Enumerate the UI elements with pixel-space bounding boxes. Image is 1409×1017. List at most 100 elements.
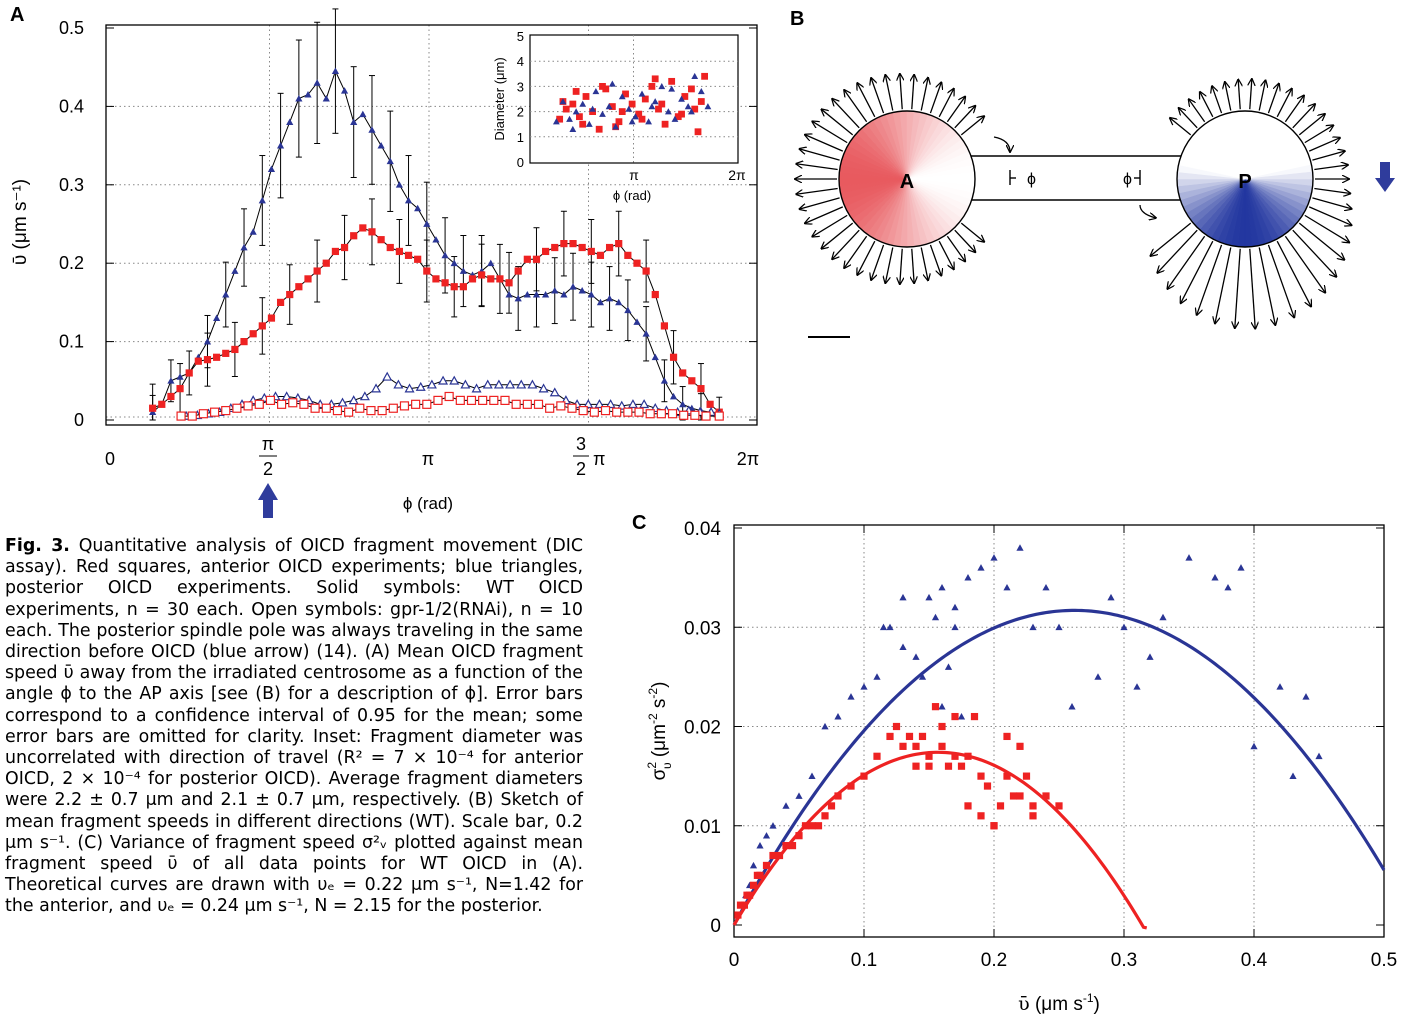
anterior-speed-arrow [796, 187, 838, 195]
posterior-centrosome-circle [1176, 110, 1314, 248]
inset-data-point [566, 115, 573, 122]
data-point [834, 712, 842, 720]
inset-data-point [688, 108, 695, 115]
data-point [912, 762, 920, 770]
data-point [1094, 673, 1102, 680]
anterior-speed-arrow [960, 116, 984, 136]
inset-data-point [641, 95, 649, 103]
data-point [918, 732, 927, 741]
data-point [1211, 574, 1219, 581]
data-point [386, 157, 394, 165]
data-point [615, 240, 623, 248]
data-point [951, 603, 959, 611]
data-point [1133, 683, 1141, 690]
data-point [642, 267, 650, 275]
data-point [500, 395, 510, 405]
posterior-speed-arrow [1312, 151, 1345, 161]
data-point [1003, 732, 1011, 741]
inset-data-point [664, 108, 672, 115]
data-point [814, 822, 823, 830]
posterior-speed-arrow [1200, 92, 1214, 118]
anterior-speed-arrow [900, 248, 902, 284]
data-point [769, 851, 777, 860]
panel-label-c: C [632, 512, 647, 534]
panel-label-b: B [790, 8, 805, 30]
panel-c-ylabel: σ2υ (μm-2 s-2) [645, 682, 674, 781]
panel-a-ytick: 0.2 [59, 253, 84, 273]
data-point [321, 403, 331, 413]
data-point [433, 395, 443, 405]
data-point [847, 693, 855, 700]
data-point [899, 643, 907, 650]
inset-data-point [618, 93, 626, 100]
data-point [1224, 583, 1232, 591]
data-point [478, 395, 488, 405]
data-point [938, 722, 946, 731]
data-point [441, 279, 449, 287]
data-point [340, 87, 349, 94]
data-point [158, 400, 166, 408]
data-point [399, 401, 410, 411]
data-point [459, 267, 467, 274]
data-point [523, 290, 531, 298]
data-point [596, 251, 605, 259]
data-point [493, 379, 504, 389]
data-point [762, 832, 771, 839]
data-point [679, 410, 689, 420]
panel-a-xtick-pi: π [422, 449, 434, 469]
posterior-speed-arrow [1197, 244, 1223, 315]
data-point [690, 410, 700, 420]
data-point [899, 593, 907, 601]
data-point [749, 881, 758, 889]
data-point [782, 842, 790, 850]
data-point [688, 377, 696, 385]
data-point [795, 832, 803, 840]
anterior-centrosome-circle [838, 110, 976, 248]
data-point [567, 403, 577, 413]
data-point [1289, 772, 1297, 780]
data-point [1029, 623, 1037, 631]
data-point [938, 703, 946, 710]
data-point [240, 243, 248, 251]
data-point [667, 409, 678, 419]
inset-data-point [572, 88, 580, 95]
data-point [496, 275, 504, 283]
data-point [489, 395, 499, 405]
inset-data-point [618, 108, 626, 115]
data-point [1068, 703, 1076, 710]
anterior-speed-arrow [929, 82, 941, 114]
anterior-speed-arrow [799, 197, 840, 209]
panel-c-chart: 0 0.01 0.02 0.03 0.04 0 0.1 0.2 0.3 0.4 0.5 σ2υ (… [645, 519, 1397, 1015]
data-point [886, 732, 894, 741]
inset-data-point [671, 115, 679, 122]
data-point [1029, 812, 1037, 820]
posterior-speed-arrow [1314, 187, 1350, 194]
data-point [669, 392, 678, 400]
blue-arrow-icon [258, 483, 278, 518]
data-point [414, 204, 422, 212]
anterior-speed-arrow [857, 240, 876, 275]
panel-c-frame [733, 524, 1385, 938]
data-point [594, 399, 605, 409]
data-point [964, 752, 972, 760]
svg-text:3: 3 [576, 434, 586, 454]
inset-data-point [569, 125, 577, 132]
inset-ytick: 5 [517, 29, 524, 44]
data-point [860, 772, 868, 780]
data-point [466, 395, 477, 405]
inset-chart: 0 1 2 3 4 5 Diameter (μm) π 2π ϕ (rad) [492, 29, 746, 203]
anterior-speed-arrow [832, 99, 860, 129]
posterior-speed-arrow [1167, 235, 1206, 289]
inset-data-point [661, 120, 669, 128]
data-point [951, 623, 959, 631]
data-point [925, 762, 933, 770]
data-point [697, 385, 705, 393]
inset-xtick-2pi: 2π [728, 167, 746, 183]
panel-c-xtick: 0.1 [851, 950, 877, 971]
posterior-speed-arrow [1157, 229, 1198, 273]
data-point [295, 94, 303, 102]
posterior-speed-arrow [1308, 206, 1351, 225]
data-point [821, 722, 829, 730]
data-point [964, 574, 972, 581]
data-point [395, 181, 403, 188]
